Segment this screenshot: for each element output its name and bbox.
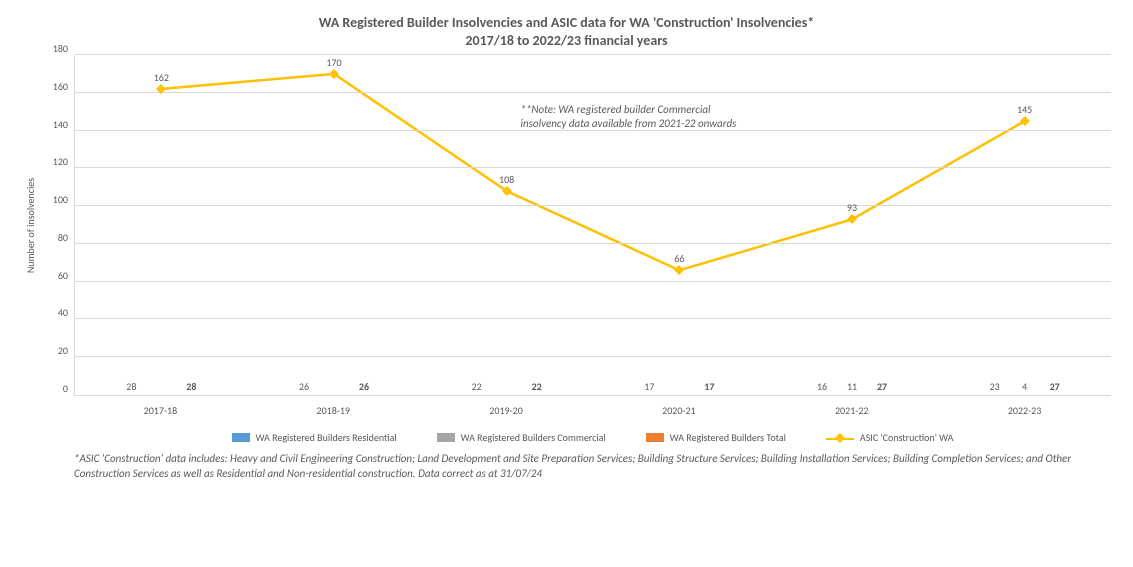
legend-item-total: WA Registered Builders Total [646,431,786,444]
legend-swatch-line [826,432,854,444]
line-point-label: 66 [674,252,684,265]
x-tick-label: 2020-21 [592,396,765,417]
line-point-label: 93 [847,201,857,214]
gridline [75,205,1111,206]
x-tick-label: 2017-18 [74,396,247,417]
x-tick-label: 2019-20 [420,396,593,417]
chart-title: WA Registered Builder Insolvencies and A… [22,14,1111,49]
legend: WA Registered Builders Residential WA Reg… [74,431,1111,444]
bar-label: 27 [877,380,887,395]
gridline [75,130,1111,131]
legend-item-asic: ASIC 'Construction' WA [826,431,953,444]
bar-label: 16 [817,380,827,395]
category-group: 28 28 [75,55,248,395]
bar-label: 17 [704,380,714,395]
bar-label: 28 [186,380,196,395]
y-axis: 020406080100120140160180 [40,55,74,395]
legend-swatch [232,433,250,442]
plot-area: 28 28 26 26 22 22 17 17 16 11 27 23 4 27 **Note: WA r… [74,55,1111,396]
legend-label: WA Registered Builders Commercial [461,431,606,444]
x-tick-label: 2021-22 [765,396,938,417]
category-group: 26 26 [248,55,421,395]
bar-label: 11 [847,380,857,395]
y-axis-label: Number of insolvencies [25,178,38,273]
chart-footnote: *ASIC 'Construction' data includes: Heav… [74,452,1081,482]
bar-label: 17 [644,380,654,395]
title-line-1: WA Registered Builder Insolvencies and A… [319,14,815,31]
legend-item-commercial: WA Registered Builders Commercial [437,431,606,444]
bar-label: 4 [1022,380,1027,395]
bar-label: 23 [990,380,1000,395]
legend-swatch [437,433,455,442]
bar-label: 28 [126,380,136,395]
note-line-1: **Note: WA registered builder Commercial [520,103,710,116]
y-axis-label-wrap: Number of insolvencies [22,55,40,396]
note-line-2: insolvency data available from 2021-22 o… [520,117,736,130]
chart-container: WA Registered Builder Insolvencies and A… [0,0,1133,567]
gridline [75,281,1111,282]
x-tick-label: 2018-19 [247,396,420,417]
legend-label: WA Registered Builders Residential [256,431,397,444]
line-point-label: 108 [499,173,514,186]
x-tick-label: 2022-23 [938,396,1111,417]
category-group: 16 11 27 [766,55,939,395]
chart-plot-row: Number of insolvencies 02040608010012014… [22,55,1111,396]
bar-label: 26 [299,380,309,395]
gridline [75,167,1111,168]
gridline [75,243,1111,244]
legend-item-residential: WA Registered Builders Residential [232,431,397,444]
gridline [75,54,1111,55]
gridline [75,92,1111,93]
title-line-2: 2017/18 to 2022/23 financial years [465,32,667,49]
bar-label: 22 [532,380,542,395]
legend-label: WA Registered Builders Total [670,431,786,444]
legend-label: ASIC 'Construction' WA [860,431,953,444]
chart-note: **Note: WA registered builder Commercial… [520,103,736,132]
gridline [75,356,1111,357]
line-point-label: 170 [326,56,341,69]
line-point-label: 145 [1017,103,1032,116]
bar-label: 27 [1050,380,1060,395]
gridline [75,318,1111,319]
line-point-label: 162 [154,71,169,84]
x-axis: 2017-182018-192019-202020-212021-222022-… [74,396,1111,417]
bar-label: 22 [472,380,482,395]
legend-swatch [646,433,664,442]
bar-label: 26 [359,380,369,395]
